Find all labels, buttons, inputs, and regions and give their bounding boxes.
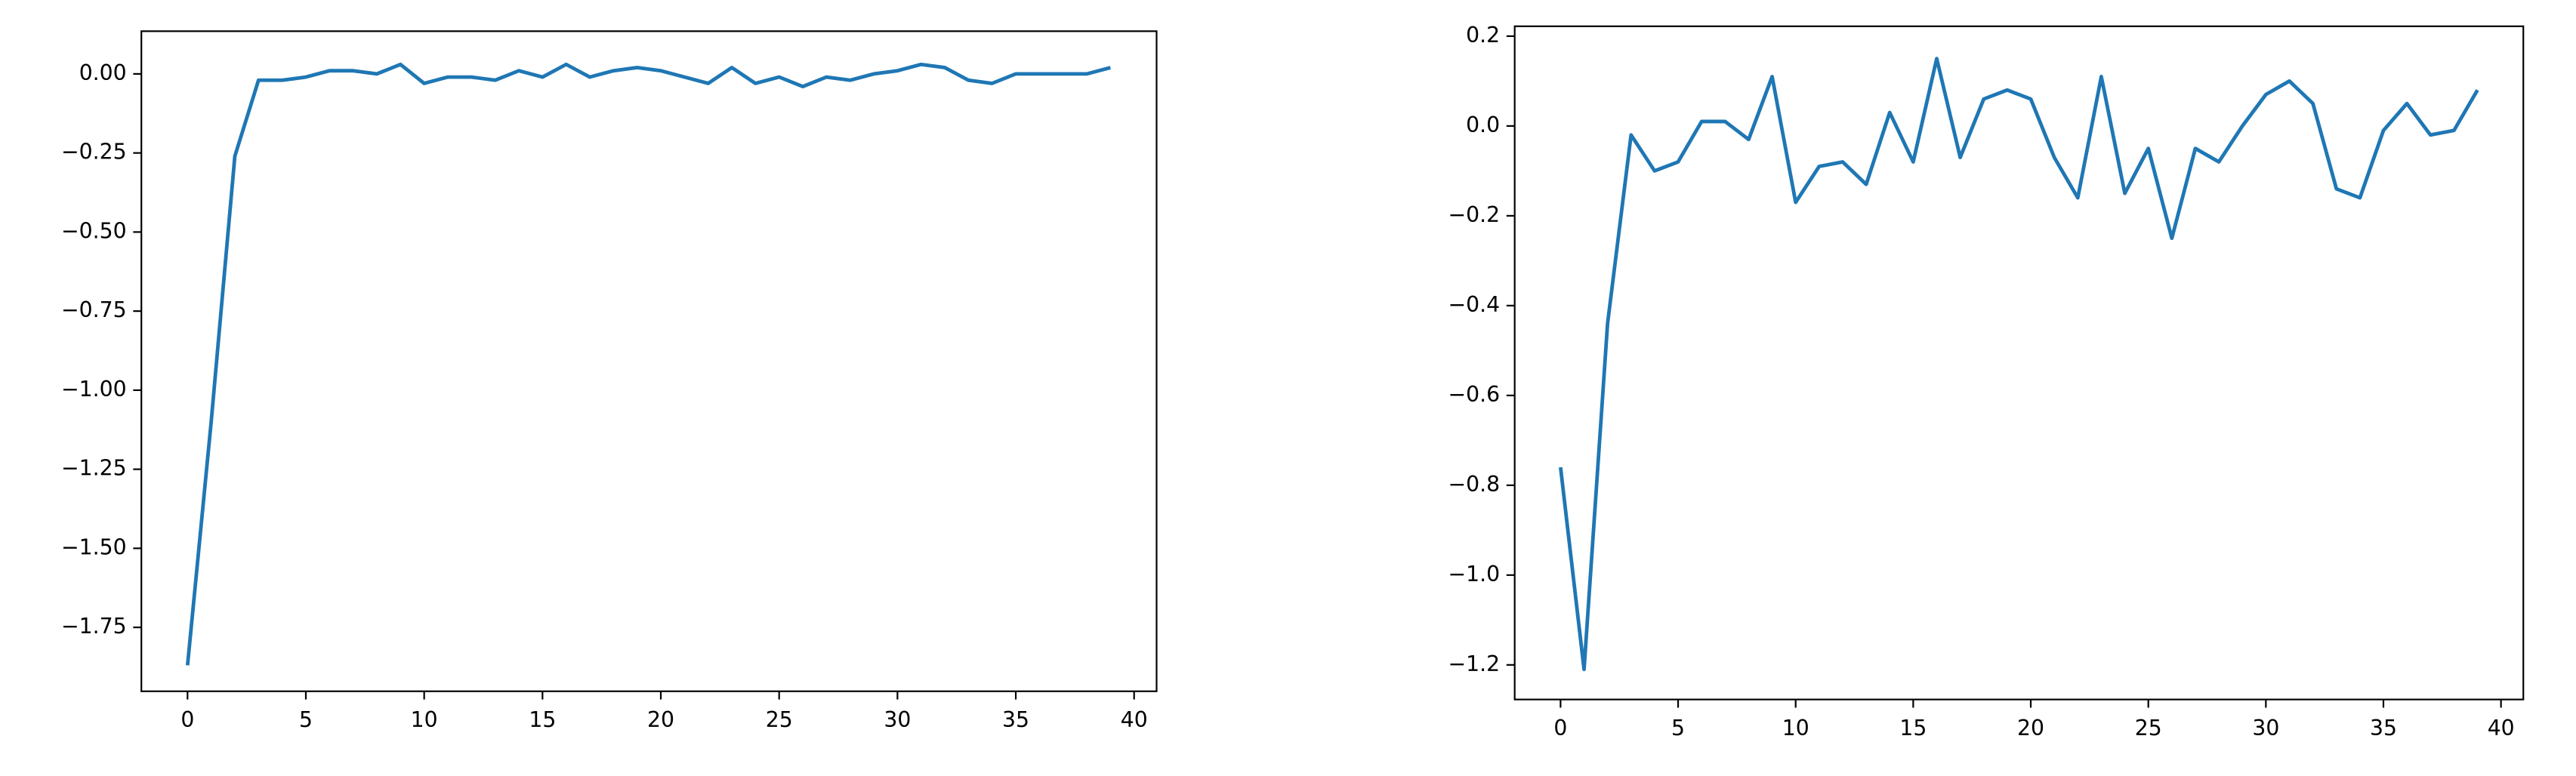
y-tick-label: −0.6	[1448, 382, 1500, 407]
y-tick-label: 0.00	[79, 60, 127, 85]
y-tick-label: −1.75	[61, 614, 127, 639]
x-tick-label: 0	[180, 707, 194, 732]
y-tick-label: 0.2	[1466, 23, 1500, 48]
x-tick-label: 20	[2017, 716, 2044, 741]
x-tick-label: 5	[299, 707, 313, 732]
x-tick-label: 30	[2252, 716, 2279, 741]
y-tick-label: −1.2	[1448, 651, 1500, 676]
y-tick-label: −0.2	[1448, 202, 1500, 227]
data-line	[185, 62, 1111, 666]
x-tick-label: 15	[1899, 716, 1927, 741]
y-tick-label: −0.75	[61, 297, 127, 322]
x-tick-label: 5	[1671, 716, 1685, 741]
x-tick-label: 10	[411, 707, 438, 732]
y-tick-label: −1.25	[61, 456, 127, 481]
x-tick-label: 40	[1121, 707, 1148, 732]
x-tick-label: 15	[529, 707, 556, 732]
y-tick-label: −1.50	[61, 534, 127, 559]
x-tick-label: 10	[1782, 716, 1809, 741]
x-tick-label: 35	[1002, 707, 1029, 732]
y-tick-label: −0.8	[1448, 472, 1500, 497]
data-line	[1559, 57, 2479, 672]
x-tick-label: 25	[766, 707, 793, 732]
y-tick-label: −1.0	[1448, 562, 1500, 587]
plot-frame	[1513, 25, 2525, 701]
y-tick-label: −1.00	[61, 377, 127, 402]
x-tick-label: 35	[2370, 716, 2397, 741]
x-tick-label: 40	[2488, 716, 2515, 741]
y-tick-label: 0.0	[1466, 112, 1500, 137]
x-tick-label: 20	[647, 707, 674, 732]
x-tick-label: 0	[1553, 716, 1567, 741]
y-tick-label: −0.4	[1448, 292, 1500, 317]
y-tick-label: −0.25	[61, 140, 127, 165]
plot-frame	[140, 30, 1158, 692]
x-tick-label: 25	[2135, 716, 2162, 741]
y-tick-label: −0.50	[61, 218, 127, 243]
x-tick-label: 30	[884, 707, 911, 732]
